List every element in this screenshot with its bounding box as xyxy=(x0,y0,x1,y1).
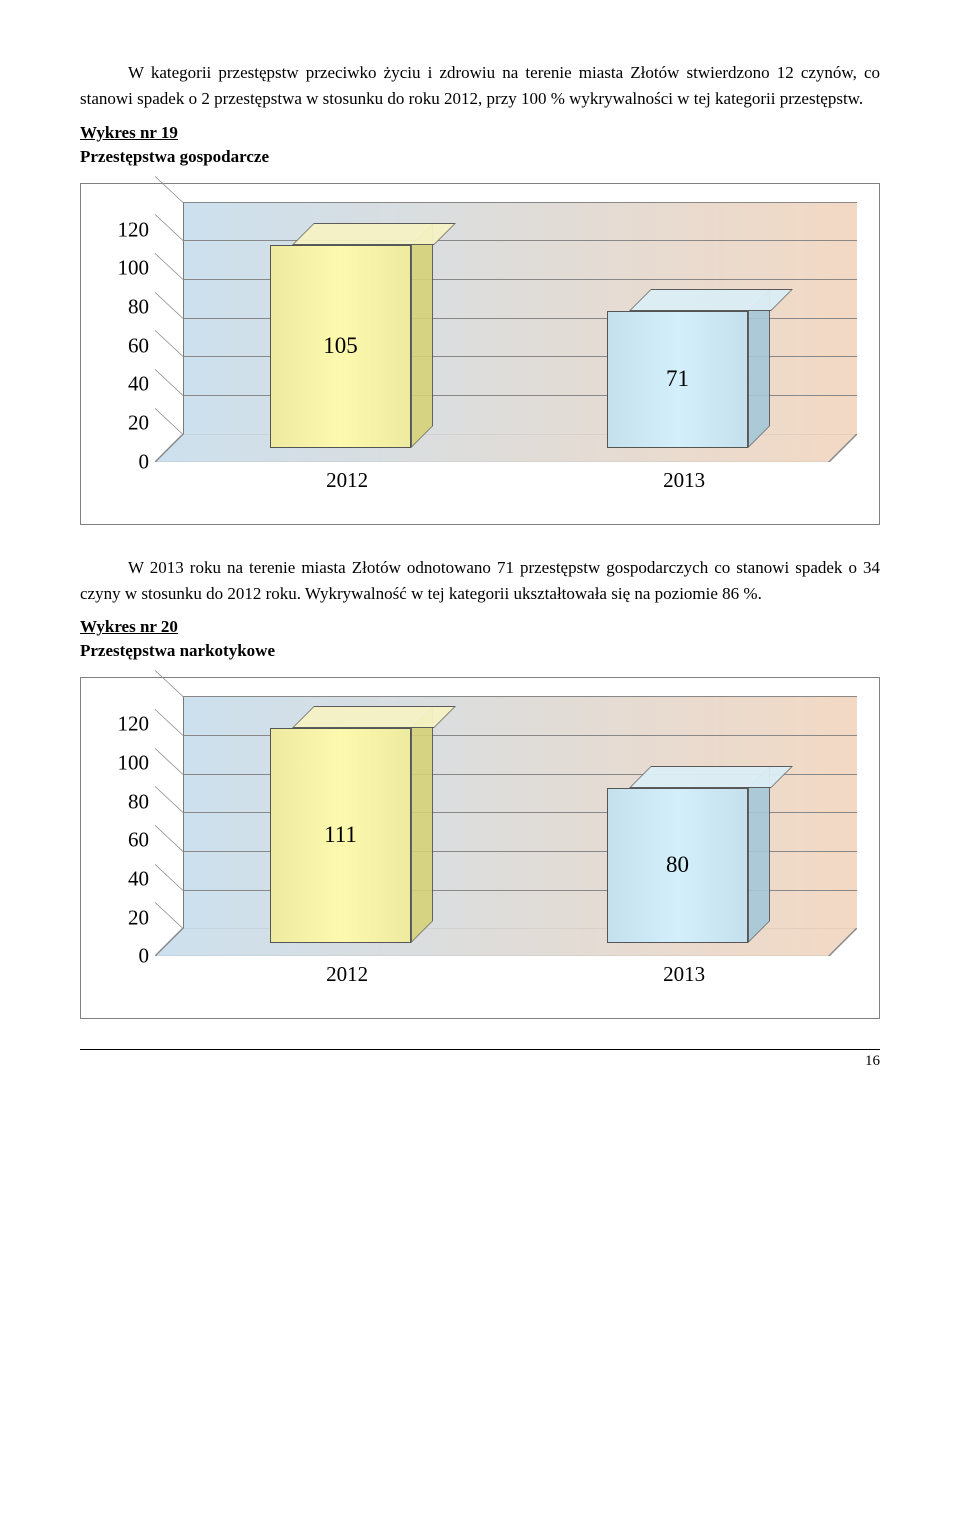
gridline xyxy=(183,696,857,697)
footer-divider-wrap: 16 xyxy=(80,1049,880,1070)
y-axis: 0 20 40 60 80 100 120 xyxy=(103,696,155,996)
bar-top xyxy=(292,706,456,728)
bar-top xyxy=(629,289,793,311)
chart-19-heading: Wykres nr 19 xyxy=(80,123,880,143)
side-gridline xyxy=(155,748,183,802)
bar-top xyxy=(629,766,793,788)
y-tick-label: 20 xyxy=(128,411,149,436)
chart-20: 0 20 40 60 80 100 12011180 2012 2013 xyxy=(103,696,857,996)
page-number: 16 xyxy=(80,1053,880,1070)
footer-divider xyxy=(80,1049,880,1050)
side-gridline xyxy=(155,253,183,307)
y-tick-label: 40 xyxy=(128,372,149,397)
y-tick-label: 100 xyxy=(118,256,150,281)
bar-top xyxy=(292,223,456,245)
y-axis: 0 20 40 60 80 100 120 xyxy=(103,202,155,502)
y-tick-label: 100 xyxy=(118,751,150,776)
y-tick-label: 80 xyxy=(128,295,149,320)
x-tick-label: 2013 xyxy=(663,962,705,987)
bar-side xyxy=(411,223,433,448)
bar-side xyxy=(411,706,433,943)
gridline xyxy=(183,202,857,203)
bar-side xyxy=(748,289,770,448)
bar-front xyxy=(607,311,749,448)
bar-side xyxy=(748,766,770,943)
y-tick-label: 20 xyxy=(128,905,149,930)
y-tick-label: 0 xyxy=(139,449,150,474)
y-tick-label: 40 xyxy=(128,867,149,892)
chart-20-title: Przestępstwa narkotykowe xyxy=(80,641,880,661)
plot-area: 10571 2012 2013 xyxy=(155,202,857,502)
plot: 11180 xyxy=(155,696,857,956)
bar xyxy=(607,766,771,943)
x-tick-label: 2012 xyxy=(326,962,368,987)
side-gridline xyxy=(155,786,183,840)
y-tick-label: 120 xyxy=(118,217,150,242)
side-gridline xyxy=(155,176,183,230)
intro-paragraph-1: W kategorii przestępstw przeciwko życiu … xyxy=(80,60,880,113)
chart-20-heading: Wykres nr 20 xyxy=(80,617,880,637)
x-tick-label: 2012 xyxy=(326,468,368,493)
bar xyxy=(270,223,434,448)
plot-area: 11180 2012 2013 xyxy=(155,696,857,996)
chart-19: 0 20 40 60 80 100 12010571 2012 2013 xyxy=(103,202,857,502)
bar xyxy=(607,289,771,448)
side-gridline xyxy=(155,670,183,724)
x-axis: 2012 2013 xyxy=(155,956,857,996)
intro-paragraph-2: W 2013 roku na terenie miasta Złotów odn… xyxy=(80,555,880,608)
side-gridline xyxy=(155,709,183,763)
bar-front xyxy=(270,245,412,448)
chart-20-container: 0 20 40 60 80 100 12011180 2012 2013 xyxy=(80,677,880,1019)
side-gridline xyxy=(155,292,183,346)
bar-front xyxy=(270,728,412,943)
side-gridline xyxy=(155,369,183,423)
y-tick-label: 120 xyxy=(118,712,150,737)
chart-19-title: Przestępstwa gospodarcze xyxy=(80,147,880,167)
x-tick-label: 2013 xyxy=(663,468,705,493)
y-tick-label: 60 xyxy=(128,828,149,853)
y-tick-label: 80 xyxy=(128,789,149,814)
side-gridline xyxy=(155,864,183,918)
bar-front xyxy=(607,788,749,943)
y-tick-label: 60 xyxy=(128,333,149,358)
side-gridline xyxy=(155,330,183,384)
chart-19-container: 0 20 40 60 80 100 12010571 2012 2013 xyxy=(80,183,880,525)
side-gridline xyxy=(155,825,183,879)
side-gridline xyxy=(155,214,183,268)
y-tick-label: 0 xyxy=(139,944,150,969)
x-axis: 2012 2013 xyxy=(155,462,857,502)
bar xyxy=(270,706,434,943)
plot: 10571 xyxy=(155,202,857,462)
